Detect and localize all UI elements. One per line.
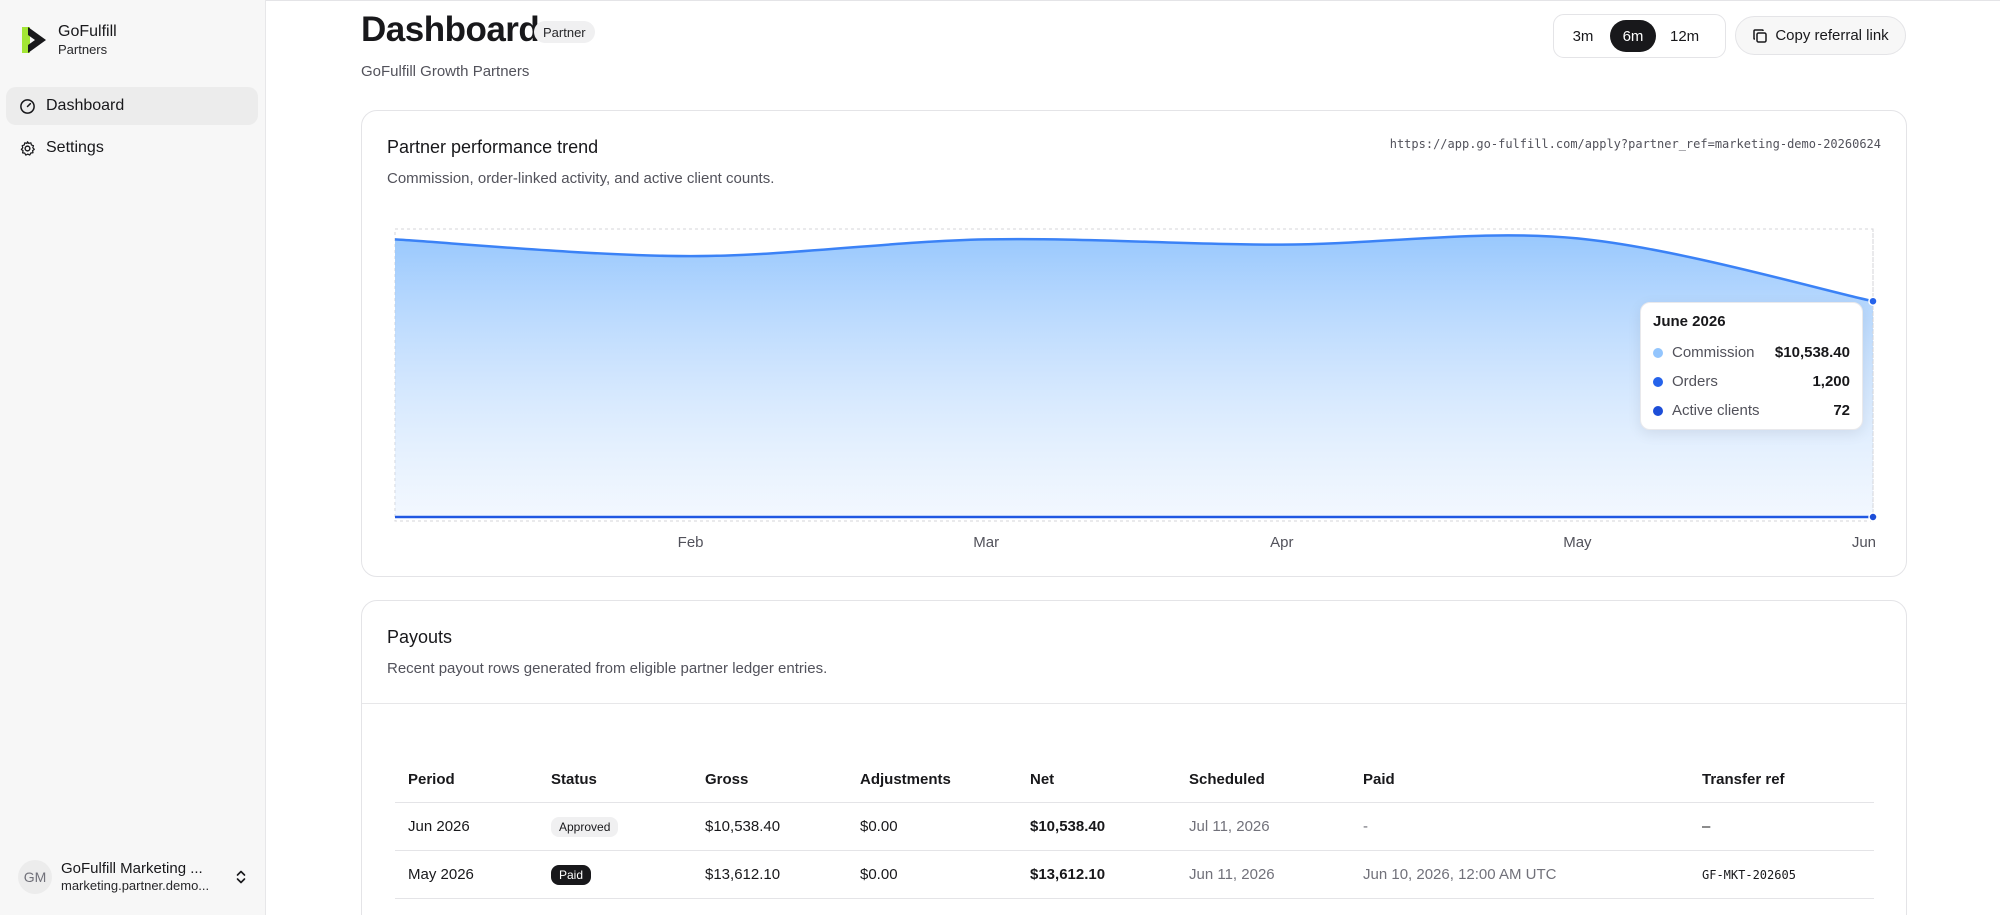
table-header-row: Period Status Gross Adjustments Net Sche… <box>395 756 1874 803</box>
gross-cell: $13,612.10 <box>705 866 781 883</box>
commission-line <box>394 234 1874 303</box>
user-account-switcher[interactable]: GM GoFulfill Marketing ... marketing.par… <box>18 857 250 897</box>
payouts-divider <box>362 703 1906 704</box>
copy-referral-link-label: Copy referral link <box>1775 27 1889 44</box>
x-tick-label: May <box>1563 534 1592 551</box>
scheduled-cell: Jul 11, 2026 <box>1189 818 1270 835</box>
sidebar: GoFulfill Partners Dashboard Settings GM… <box>0 0 266 915</box>
table-row[interactable]: Jun 2026 Approved $10,538.40 $0.00 $10,5… <box>395 803 1874 851</box>
tooltip-label: Commission <box>1672 344 1755 361</box>
payouts-title: Payouts <box>387 627 453 647</box>
role-badge: Partner <box>534 21 595 43</box>
page-title: Dashboard <box>361 10 540 49</box>
column-header-status[interactable]: Status <box>551 770 597 788</box>
gross-cell: $10,538.40 <box>705 818 781 835</box>
orders-legend-dot-icon <box>1653 376 1663 387</box>
user-email: marketing.partner.demo... <box>61 878 210 893</box>
period-cell: Jun 2026 <box>408 818 470 835</box>
commission-point <box>1868 296 1878 306</box>
net-cell: $10,538.40 <box>1030 818 1106 835</box>
performance-trend-chart[interactable]: Feb Mar Apr May Jun <box>362 111 1907 577</box>
scheduled-cell: Jun 11, 2026 <box>1189 866 1275 883</box>
brand[interactable]: GoFulfill Partners <box>20 22 117 58</box>
tooltip-value: $10,538.40 <box>1774 344 1850 361</box>
sidebar-nav: Dashboard Settings <box>6 87 258 171</box>
sidebar-item-dashboard[interactable]: Dashboard <box>6 87 258 125</box>
table-row[interactable]: May 2026 Paid $13,612.10 $0.00 $13,612.1… <box>395 851 1874 899</box>
commission-legend-dot-icon <box>1653 347 1663 358</box>
referral-url[interactable]: https://app.go-fulfill.com/apply?partner… <box>1389 137 1881 151</box>
column-header-adjustments[interactable]: Adjustments <box>860 770 951 788</box>
x-tick-label: Jun <box>1852 534 1876 551</box>
tooltip-label: Active clients <box>1672 402 1760 419</box>
commission-area <box>395 235 1873 517</box>
avatar: GM <box>18 860 52 894</box>
gofulfill-logo-icon <box>20 23 48 57</box>
column-header-transfer-ref[interactable]: Transfer ref <box>1702 770 1785 788</box>
status-badge: Approved <box>551 816 619 837</box>
range-6m-button[interactable]: 6m <box>1610 20 1656 52</box>
trend-description: Commission, order-linked activity, and a… <box>387 170 775 187</box>
transfer-ref-cell: – <box>1702 818 1711 835</box>
status-cell: Approved <box>538 816 692 837</box>
range-3m-button[interactable]: 3m <box>1572 27 1594 45</box>
tooltip-row-active-clients: Active clients 72 <box>1653 396 1850 425</box>
tooltip-title: June 2026 <box>1653 313 1726 330</box>
sidebar-item-settings[interactable]: Settings <box>6 129 258 167</box>
column-header-period[interactable]: Period <box>408 770 455 788</box>
top-divider <box>266 0 2000 3</box>
net-cell: $13,612.10 <box>1030 866 1106 883</box>
column-header-paid[interactable]: Paid <box>1363 770 1395 788</box>
range-selector: 3m 6m 12m <box>1553 14 1726 58</box>
orders-point <box>1868 512 1878 522</box>
tooltip-value: 1,200 <box>1812 373 1850 390</box>
tooltip-value: 72 <box>1833 402 1850 419</box>
chevron-up-down-icon <box>236 870 246 884</box>
x-tick-label: Feb <box>678 534 704 551</box>
adjustments-cell: $0.00 <box>860 818 898 835</box>
paid-cell: Jun 10, 2026, 12:00 AM UTC <box>1363 866 1557 883</box>
copy-referral-link-button[interactable]: Copy referral link <box>1735 16 1906 55</box>
sidebar-item-label: Dashboard <box>46 97 125 114</box>
column-header-gross[interactable]: Gross <box>705 770 749 788</box>
plot-area-outline <box>394 228 1874 522</box>
paid-cell: - <box>1363 818 1368 835</box>
tooltip-row-orders: Orders 1,200 <box>1653 367 1850 396</box>
transfer-ref-cell: GF-MKT-202605 <box>1702 867 1796 882</box>
trend-title: Partner performance trend <box>387 137 599 157</box>
copy-icon <box>1753 28 1768 43</box>
active-clients-legend-dot-icon <box>1653 405 1663 416</box>
adjustments-cell: $0.00 <box>860 866 898 883</box>
payouts-description: Recent payout rows generated from eligib… <box>387 660 828 677</box>
status-badge: Paid <box>551 864 592 885</box>
tooltip-row-commission: Commission $10,538.40 <box>1653 338 1850 367</box>
period-cell: May 2026 <box>408 866 474 883</box>
user-name: GoFulfill Marketing ... <box>61 860 203 877</box>
column-header-scheduled[interactable]: Scheduled <box>1189 770 1265 788</box>
gear-icon <box>20 140 35 156</box>
page-subtitle: GoFulfill Growth Partners <box>361 63 530 80</box>
performance-trend-card: Feb Mar Apr May Jun Partner performance tren… <box>361 110 1907 577</box>
payouts-card: Payouts Recent payout rows generated fro… <box>361 600 1907 915</box>
brand-subtitle: Partners <box>58 42 108 57</box>
status-cell: Paid <box>538 864 692 885</box>
x-tick-label: Apr <box>1270 534 1293 551</box>
sidebar-item-label: Settings <box>46 139 104 156</box>
column-header-net[interactable]: Net <box>1030 770 1055 788</box>
x-tick-label: Mar <box>973 534 999 551</box>
chart-tooltip: June 2026 Commission $10,538.40 Orders 1… <box>1640 302 1863 430</box>
brand-name: GoFulfill <box>58 23 117 40</box>
payouts-table: Period Status Gross Adjustments Net Sche… <box>395 756 1874 899</box>
gauge-icon <box>20 98 35 114</box>
range-12m-button[interactable]: 12m <box>1670 27 1700 45</box>
tooltip-label: Orders <box>1672 373 1718 390</box>
